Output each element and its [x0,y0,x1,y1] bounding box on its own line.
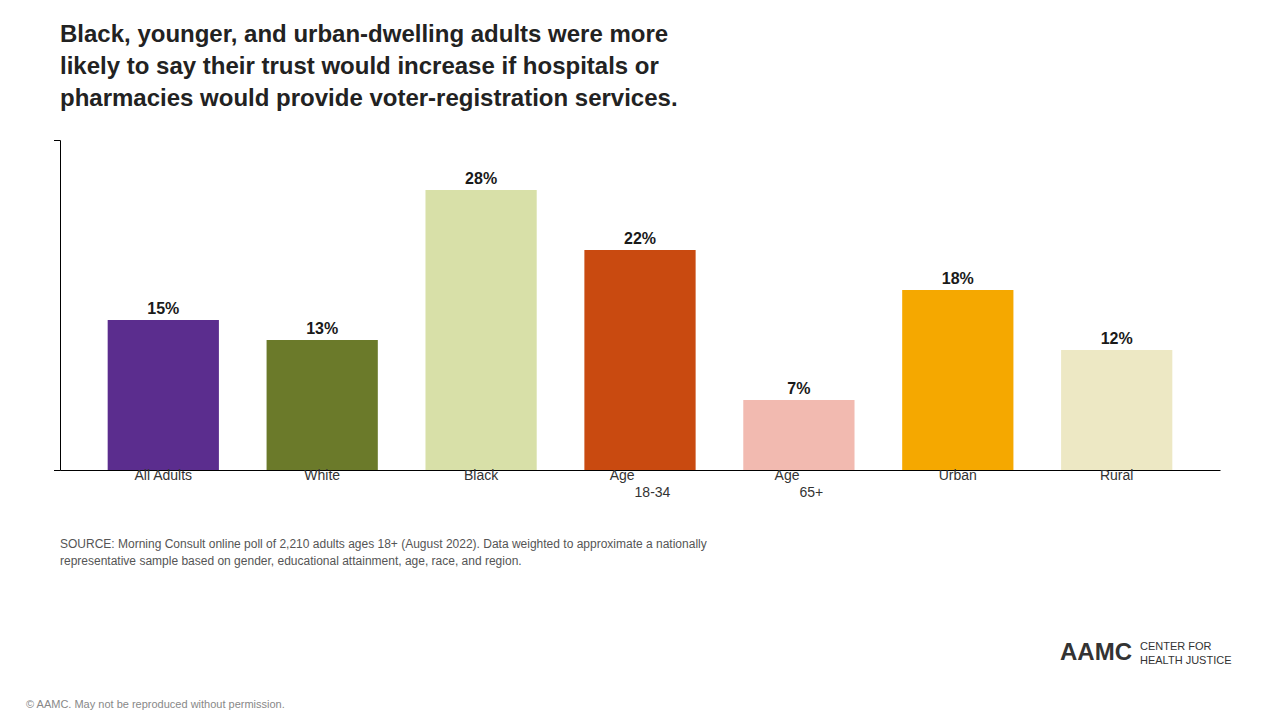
text-line: Urban [939,467,977,483]
bars [108,190,1173,470]
text-line: likely to say their trust would increase… [60,52,659,79]
data-label: 22% [624,230,656,247]
x-tick: Age18-34 [610,467,671,500]
text-line: Black, younger, and urban-dwelling adult… [60,20,668,47]
text-line: Black [464,467,499,483]
center-text: CENTER FOR HEALTH JUSTICE [1140,640,1231,666]
bar [1061,350,1172,470]
x-tick-label: Age65+ [775,467,824,500]
data-label: 15% [147,300,179,317]
bar [902,290,1013,470]
text-line: HEALTH JUSTICE [1140,654,1231,666]
x-tick: Black [464,467,499,483]
x-tick: All Adults [134,467,192,483]
x-tick: Rural [1100,467,1133,483]
copyright: © AAMC. May not be reproduced without pe… [26,698,285,710]
x-tick-label: All Adults [134,467,192,483]
title: Black, younger, and urban-dwelling adult… [60,20,678,111]
bar [108,320,219,470]
text-line: Age [610,467,635,483]
data-label: 13% [306,320,338,337]
text-line: AAMC [1060,638,1132,665]
data-label: 18% [942,270,974,287]
text-line: All Adults [134,467,192,483]
x-tick-label: Rural [1100,467,1133,483]
chart: Black, younger, and urban-dwelling adult… [0,0,1280,720]
text-line: Rural [1100,467,1133,483]
data-label: 28% [465,170,497,187]
x-tick-label: Urban [939,467,977,483]
x-tick-label: Black [464,467,499,483]
x-axis-line [61,470,1221,471]
data-label: 12% [1101,330,1133,347]
logo-text: AAMC [1060,638,1132,665]
bar [584,250,695,470]
text-line: representative sample based on gender, e… [60,554,522,568]
y-axis [54,141,61,471]
x-axis: All AdultsWhiteBlackAge18-34Age65+UrbanR… [61,467,1221,500]
x-tick: White [304,467,340,483]
data-label: 7% [787,380,810,397]
bar [425,190,536,470]
text-line: 65+ [799,484,823,500]
bar [267,340,378,470]
y-axis-line [54,141,61,471]
text-line: Age [775,467,800,483]
x-tick-label: Age18-34 [610,467,671,500]
text-line: White [304,467,340,483]
bar [743,400,854,470]
x-tick: Age65+ [775,467,824,500]
source: SOURCE: Morning Consult online poll of 2… [60,537,707,568]
x-tick: Urban [939,467,977,483]
text-line: pharmacies would provide voter-registrat… [60,84,678,111]
x-tick-label: White [304,467,340,483]
text-line: CENTER FOR [1140,640,1212,652]
text-line: SOURCE: Morning Consult online poll of 2… [60,537,707,551]
text-line: © AAMC. May not be reproduced without pe… [26,698,285,710]
data-labels: 15% 13% 28% 22% 7% 18% 12% [147,170,1132,397]
text-line: 18-34 [635,484,671,500]
plot: 15% 13% 28% 22% 7% 18% 12% All Adults White Black… [54,141,1221,500]
